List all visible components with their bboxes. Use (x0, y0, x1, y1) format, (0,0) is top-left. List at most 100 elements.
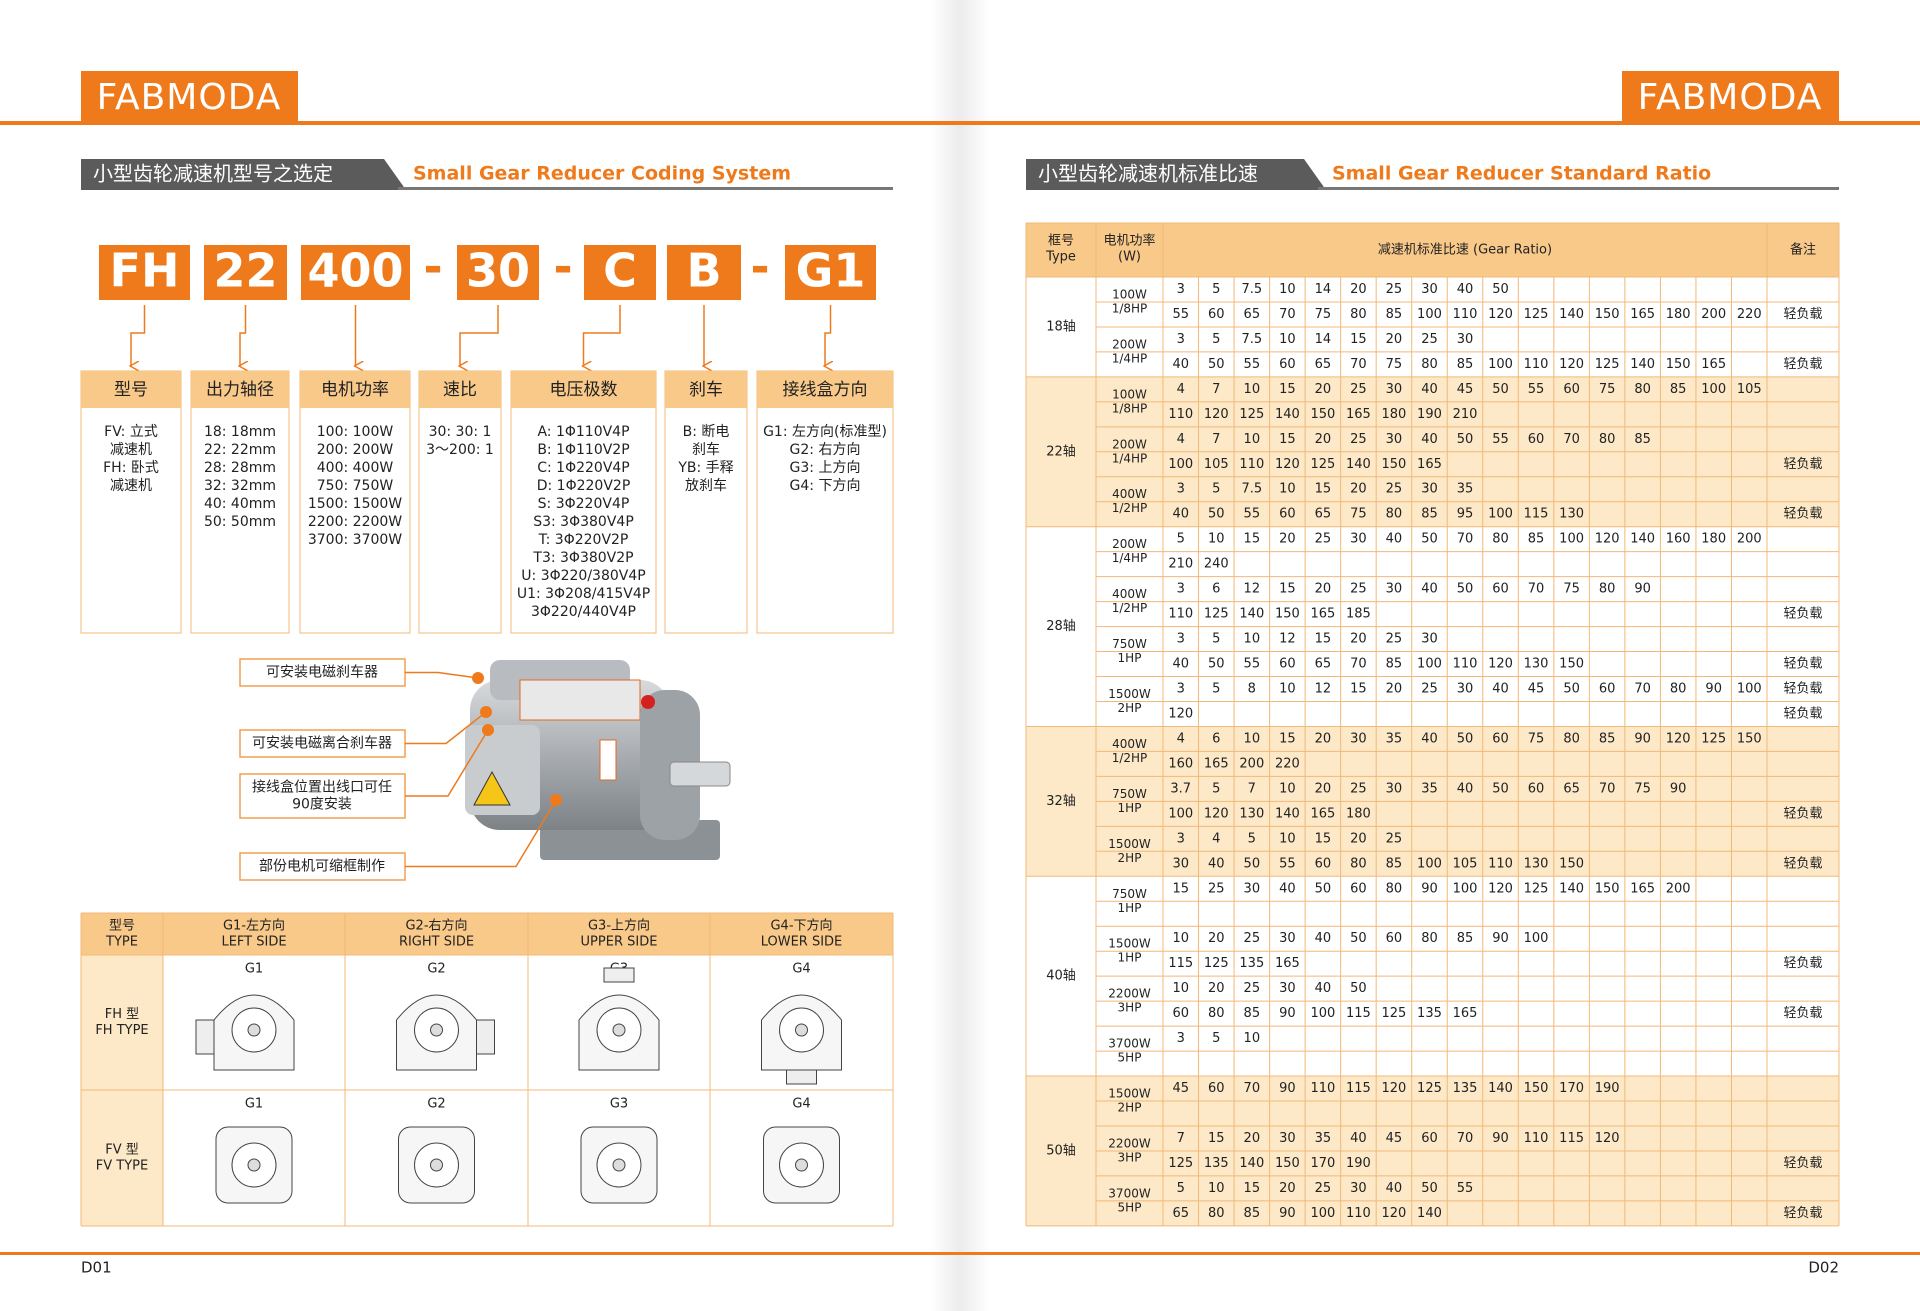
ratio-value: 165 (1275, 956, 1300, 971)
ratio-type: 50轴 (1046, 1143, 1076, 1158)
mount-cell-label: G1 (245, 1097, 263, 1112)
code-column-line: S: 3Φ220V4P (538, 496, 630, 512)
ratio-value: 5 (1177, 1181, 1185, 1196)
ratio-power: 5HP (1118, 1051, 1142, 1065)
ratio-value: 35 (1315, 1131, 1332, 1146)
ratio-value: 10 (1244, 731, 1261, 746)
ratio-value: 25 (1386, 831, 1403, 846)
ratio-power: 5HP (1118, 1200, 1142, 1214)
ratio-value: 7.5 (1241, 332, 1262, 347)
callout-line (405, 799, 557, 868)
ratio-value: 10 (1208, 1181, 1225, 1196)
ratio-value: 85 (1634, 432, 1651, 447)
ratio-type: 28轴 (1046, 619, 1076, 634)
ratio-value: 125 (1204, 956, 1229, 971)
ratio-value: 70 (1279, 307, 1296, 322)
code-text: 22 (213, 244, 277, 298)
ratio-value: 40 (1421, 582, 1438, 597)
code-column-header-text: 电机功率 (321, 380, 389, 400)
ratio-value: 200 (1239, 756, 1264, 771)
shaft (430, 1023, 443, 1037)
code-column-line: A: 1Φ110V4P (537, 424, 629, 440)
ratio-value: 80 (1599, 582, 1616, 597)
ratio-value: 140 (1559, 307, 1584, 322)
ratio-value: 120 (1204, 407, 1229, 422)
ratio-value: 180 (1346, 806, 1371, 821)
ratio-value: 130 (1239, 806, 1264, 821)
ratio-value: 20 (1208, 931, 1225, 946)
code-dash: - (750, 240, 769, 294)
ratio-value: 65 (1244, 307, 1261, 322)
ratio-value: 100 (1488, 357, 1513, 372)
code-column-line: 3700: 3700W (308, 532, 402, 548)
ratio-value: 45 (1172, 1081, 1189, 1096)
ratio-value: 60 (1492, 731, 1509, 746)
ratio-value: 14 (1315, 282, 1332, 297)
ratio-power: 750W (1112, 637, 1147, 651)
ratio-value: 4 (1177, 731, 1185, 746)
ratio-value: 30 (1386, 781, 1403, 796)
ratio-value: 65 (1315, 357, 1332, 372)
code-text: G1 (796, 244, 866, 298)
ratio-value: 15 (1279, 432, 1296, 447)
ratio-value: 60 (1172, 1006, 1189, 1021)
ratio-value: 40 (1492, 682, 1509, 697)
ratio-value: 135 (1239, 956, 1264, 971)
ratio-value: 6 (1212, 582, 1220, 597)
ratio-value: 100 (1417, 307, 1442, 322)
ratio-value: 50 (1350, 931, 1367, 946)
ratio-value: 30 (1279, 1131, 1296, 1146)
ratio-value: 200 (1666, 881, 1691, 896)
mount-header-text: RIGHT SIDE (399, 935, 474, 950)
ratio-value: 55 (1279, 856, 1296, 871)
ratio-value: 20 (1279, 1181, 1296, 1196)
code-column-line: 30: 30: 1 (429, 424, 492, 440)
code-box (301, 245, 410, 300)
ratio-value: 110 (1453, 307, 1478, 322)
ratio-value: 80 (1599, 432, 1616, 447)
ratio-header-text: Type (1045, 250, 1076, 265)
ratio-note: 轻负载 (1783, 1206, 1822, 1221)
ratio-power: 3HP (1118, 1150, 1142, 1164)
code-column-line: FV: 立式 (104, 424, 158, 440)
ratio-value: 210 (1453, 407, 1478, 422)
ratio-value: 15 (1208, 1131, 1225, 1146)
ratio-value: 30 (1350, 731, 1367, 746)
ratio-value: 20 (1350, 831, 1367, 846)
callout-box (239, 773, 406, 819)
shaft (612, 1158, 626, 1172)
ratio-value: 150 (1559, 856, 1584, 871)
ratio-power: 1HP (1118, 951, 1142, 965)
ratio-value: 55 (1244, 507, 1261, 522)
ratio-type: 32轴 (1046, 794, 1076, 809)
ratio-note: 轻负载 (1783, 607, 1822, 622)
ratio-value: 5 (1212, 682, 1220, 697)
code-column (80, 370, 182, 634)
code-column-line: 减速机 (110, 442, 152, 458)
code-column-line: 刹车 (692, 441, 720, 458)
ratio-value: 80 (1350, 307, 1367, 322)
ratio-value: 90 (1634, 731, 1651, 746)
ratio-value: 40 (1421, 382, 1438, 397)
code-dash: - (553, 240, 572, 294)
ratio-value: 80 (1563, 731, 1580, 746)
ratio-value: 150 (1310, 407, 1335, 422)
ratio-value: 12 (1315, 682, 1332, 697)
ratio-value: 110 (1310, 1081, 1335, 1096)
ratio-value: 75 (1315, 307, 1332, 322)
ratio-value: 100 (1488, 507, 1513, 522)
code-column-line: D: 1Φ220V2P (537, 478, 631, 494)
ratio-value: 50 (1244, 856, 1261, 871)
ratio-value: 30 (1244, 881, 1261, 896)
shaft (795, 1158, 808, 1172)
ratio-value: 85 (1457, 357, 1474, 372)
ratio-value: 90 (1279, 1081, 1296, 1096)
ratio-value: 5 (1212, 282, 1220, 297)
ratio-value: 125 (1524, 307, 1549, 322)
ratio-value: 150 (1666, 357, 1691, 372)
mount-header-text: G2-右方向 (405, 918, 467, 934)
ratio-value: 125 (1595, 357, 1620, 372)
code-arrow (460, 305, 499, 366)
ratio-value: 5 (1177, 532, 1185, 547)
ratio-value: 50 (1457, 432, 1474, 447)
